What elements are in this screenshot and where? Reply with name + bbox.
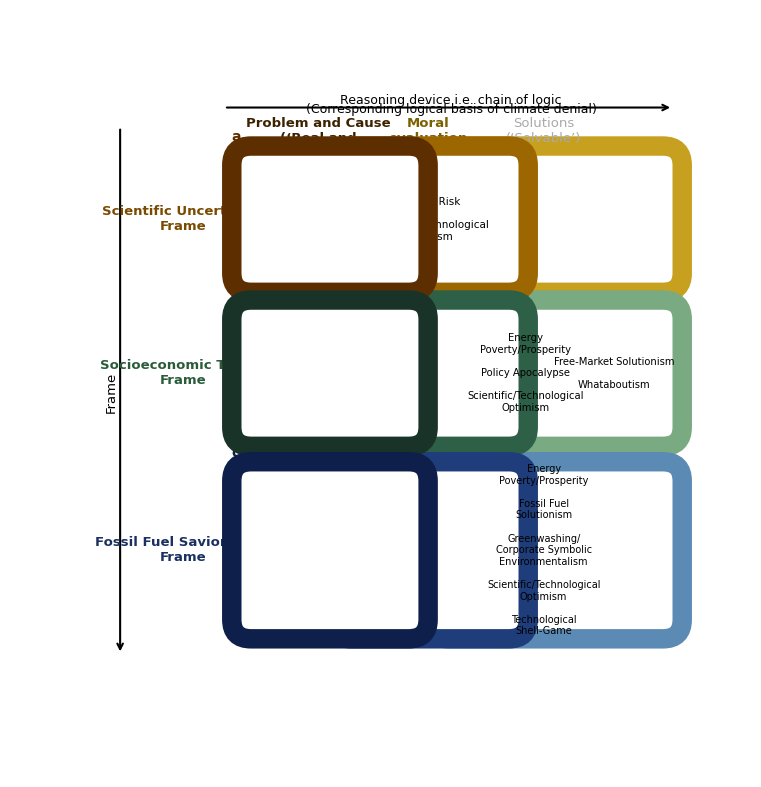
Text: Climate Risk: Climate Risk [353, 368, 419, 379]
FancyBboxPatch shape [232, 462, 428, 639]
Text: Climate Risk

Scientific/Technological
Optimism: Climate Risk Scientific/Technological Op… [368, 197, 489, 242]
Text: b: b [232, 284, 242, 298]
Text: Socioeconomic Threat
Frame: Socioeconomic Threat Frame [100, 359, 266, 387]
FancyBboxPatch shape [332, 300, 528, 446]
FancyBboxPatch shape [232, 300, 428, 446]
Text: c: c [232, 446, 240, 460]
FancyBboxPatch shape [430, 300, 682, 446]
FancyBboxPatch shape [332, 146, 528, 292]
Text: Reasoning device i.e. chain of logic: Reasoning device i.e. chain of logic [340, 94, 562, 108]
Text: Free-Market Solutionism

Whataboutism: Free-Market Solutionism Whataboutism [554, 357, 675, 390]
Text: Scientific Uncertainty
Frame: Scientific Uncertainty Frame [102, 205, 264, 233]
Text: Problem and Cause
(‘Real and
human-caused’): Problem and Cause (‘Real and human-cause… [247, 116, 391, 160]
FancyBboxPatch shape [232, 146, 428, 292]
FancyBboxPatch shape [430, 462, 682, 639]
Text: (Corresponding logical basis of climate denial): (Corresponding logical basis of climate … [306, 103, 597, 116]
Text: Climate Risk

Individualized
Responsibility: Climate Risk Individualized Responsibili… [351, 528, 421, 573]
Text: Moral
evaluation
(‘Serious’): Moral evaluation (‘Serious’) [389, 116, 468, 160]
Text: Solutions
(‘Solvable’): Solutions (‘Solvable’) [506, 116, 581, 145]
Text: Doubt Mongering: Doubt Mongering [237, 214, 327, 224]
Text: Energy
Poverty/Prosperity

Fossil Fuel
Solutionism

Greenwashing/
Corporate Symb: Energy Poverty/Prosperity Fossil Fuel So… [487, 464, 600, 637]
Text: Fossil Fuel Savior (FFS)
Frame: Fossil Fuel Savior (FFS) Frame [95, 536, 272, 564]
Text: Energy
Poverty/Prosperity

Policy Apocalypse

Scientific/Technological
Optimism: Energy Poverty/Prosperity Policy Apocaly… [467, 334, 584, 413]
FancyBboxPatch shape [430, 146, 682, 292]
FancyBboxPatch shape [332, 462, 528, 639]
Text: a: a [232, 131, 241, 145]
Text: Frame: Frame [104, 371, 117, 413]
